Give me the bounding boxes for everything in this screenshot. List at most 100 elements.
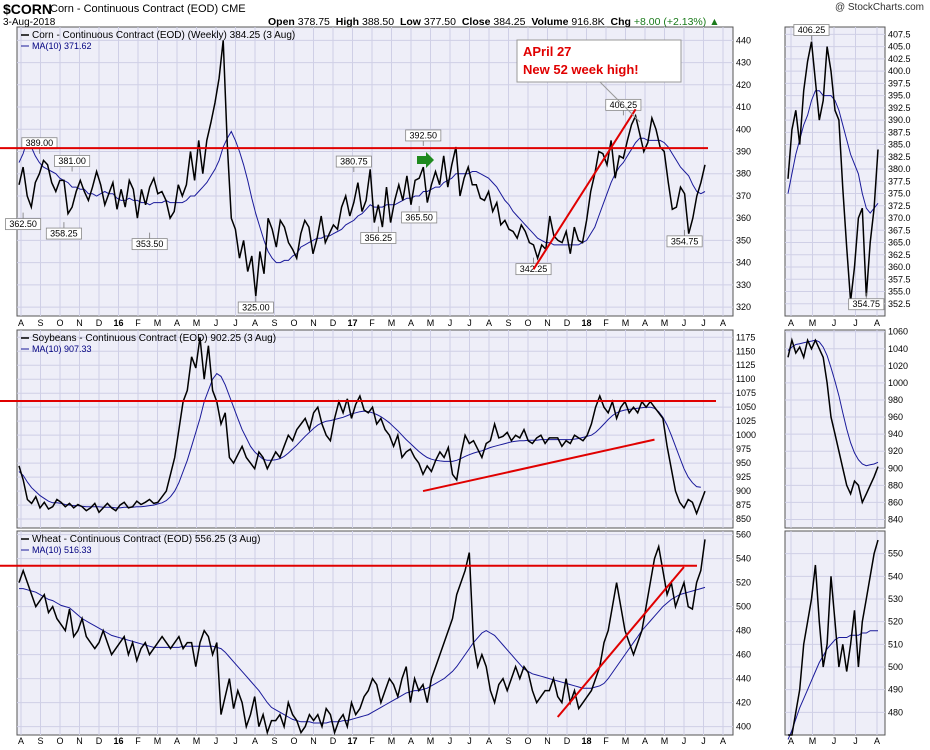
zoom-x-tick-label: J — [832, 736, 837, 746]
zoom-y-tick-label: 380.0 — [888, 164, 911, 174]
x-tick-label: O — [524, 736, 531, 746]
volume-label: Volume — [531, 16, 569, 28]
uptrend-line — [556, 566, 685, 718]
callout-label: 353.50 — [136, 239, 164, 249]
y-tick-label: 420 — [736, 80, 751, 90]
zoom-y-tick-label: 407.5 — [888, 29, 911, 39]
x-tick-label: D — [330, 318, 337, 328]
zoom-y-tick-label: 362.5 — [888, 250, 911, 260]
price-line — [18, 337, 706, 516]
annotation-pointer — [599, 81, 641, 123]
y-tick-label: 440 — [736, 674, 751, 684]
x-tick-label: O — [290, 318, 297, 328]
zoom-y-tick-label: 392.5 — [888, 103, 911, 113]
x-tick-label: N — [310, 736, 317, 746]
zoom-ma-line — [787, 339, 879, 467]
callout-box — [237, 301, 274, 314]
x-tick-label: S — [505, 736, 511, 746]
zoom-y-tick-label: 390.0 — [888, 115, 911, 125]
x-tick-label: D — [564, 736, 571, 746]
x-tick-label: 17 — [347, 736, 357, 746]
callout-label: 362.50 — [9, 219, 37, 229]
callout-box — [335, 155, 372, 168]
x-tick-label: F — [369, 318, 375, 328]
y-tick-label: 390 — [736, 146, 751, 156]
zoom-plot-area — [784, 26, 886, 317]
x-tick-label: M — [193, 736, 201, 746]
x-tick-label: A — [408, 318, 414, 328]
zoom-y-tick-label: 1000 — [888, 378, 908, 388]
zoom-y-tick-label: 980 — [888, 395, 903, 405]
x-tick-label: A — [408, 736, 414, 746]
annotation-line-1: APril 27 — [523, 44, 571, 59]
zoom-y-tick-label: 382.5 — [888, 152, 911, 162]
x-tick-label: S — [271, 318, 277, 328]
y-tick-label: 370 — [736, 191, 751, 201]
zoom-y-tick-label: 490 — [888, 685, 903, 695]
zoom-y-tick-label: 1060 — [888, 327, 908, 337]
ma-label: MA(10) 371.62 — [32, 41, 92, 51]
x-tick-label: D — [330, 736, 337, 746]
x-tick-label: S — [505, 318, 511, 328]
x-tick-label: J — [214, 318, 219, 328]
y-tick-label: 400 — [736, 124, 751, 134]
y-tick-label: 430 — [736, 58, 751, 68]
x-tick-label: N — [310, 318, 317, 328]
open-value: 378.75 — [297, 16, 330, 28]
x-tick-label: N — [544, 318, 551, 328]
panel-title: Corn - Continuous Contract (EOD) (Weekly… — [32, 30, 295, 41]
x-tick-label: F — [369, 736, 375, 746]
zoom-price-line — [787, 337, 879, 505]
x-tick-label: N — [544, 736, 551, 746]
x-tick-label: 16 — [113, 318, 123, 328]
y-tick-label: 540 — [736, 554, 751, 564]
uptrend-line — [532, 108, 637, 270]
callout-label: 389.00 — [26, 138, 54, 148]
zoom-y-tick-label: 402.5 — [888, 54, 911, 64]
x-tick-label: M — [427, 318, 435, 328]
callout-label: 325.00 — [242, 302, 270, 312]
exchange-label: CME — [221, 3, 246, 15]
zoom-x-tick-label: A — [788, 736, 794, 746]
x-tick-label: J — [448, 318, 453, 328]
x-tick-label: 17 — [347, 318, 357, 328]
y-tick-label: 1125 — [736, 360, 755, 370]
zoom-x-tick-label: A — [874, 736, 880, 746]
x-tick-label: S — [271, 736, 277, 746]
zoom-price-line — [788, 539, 879, 736]
x-tick-label: A — [174, 318, 180, 328]
zoom-y-tick-label: 500 — [888, 662, 903, 672]
y-tick-label: 850 — [736, 514, 751, 524]
x-tick-label: 18 — [581, 318, 591, 328]
y-tick-label: 500 — [736, 602, 751, 612]
x-tick-label: M — [154, 736, 162, 746]
zoom-x-tick-label: J — [832, 318, 837, 328]
close-value: 384.25 — [493, 16, 526, 28]
callout-label: 381.00 — [58, 156, 86, 166]
x-tick-label: F — [603, 318, 609, 328]
x-tick-label: A — [642, 736, 648, 746]
x-tick-label: J — [682, 318, 687, 328]
y-tick-label: 950 — [736, 458, 751, 468]
callout-box — [405, 129, 442, 142]
price-line — [18, 40, 706, 297]
zoom-y-tick-label: 880 — [888, 480, 903, 490]
zoom-y-tick-label: 377.5 — [888, 176, 911, 186]
y-tick-label: 1100 — [736, 374, 755, 384]
x-tick-label: J — [233, 736, 238, 746]
zoom-y-tick-label: 405.0 — [888, 42, 911, 52]
zoom-plot-area — [784, 530, 886, 736]
callout-label: 354.75 — [671, 236, 699, 246]
x-tick-label: J — [682, 736, 687, 746]
x-tick-label: S — [37, 736, 43, 746]
callout-label: 365.50 — [405, 212, 433, 222]
zoom-y-tick-label: 530 — [888, 594, 903, 604]
y-tick-label: 975 — [736, 444, 751, 454]
x-tick-label: J — [467, 318, 472, 328]
zoom-x-tick-label: M — [809, 318, 817, 328]
y-tick-label: 1075 — [736, 388, 756, 398]
callout-label: 406.25 — [798, 25, 826, 35]
price-stats: Open 378.75 High 388.50 Low 377.50 Close… — [268, 16, 720, 28]
x-tick-label: M — [154, 318, 162, 328]
